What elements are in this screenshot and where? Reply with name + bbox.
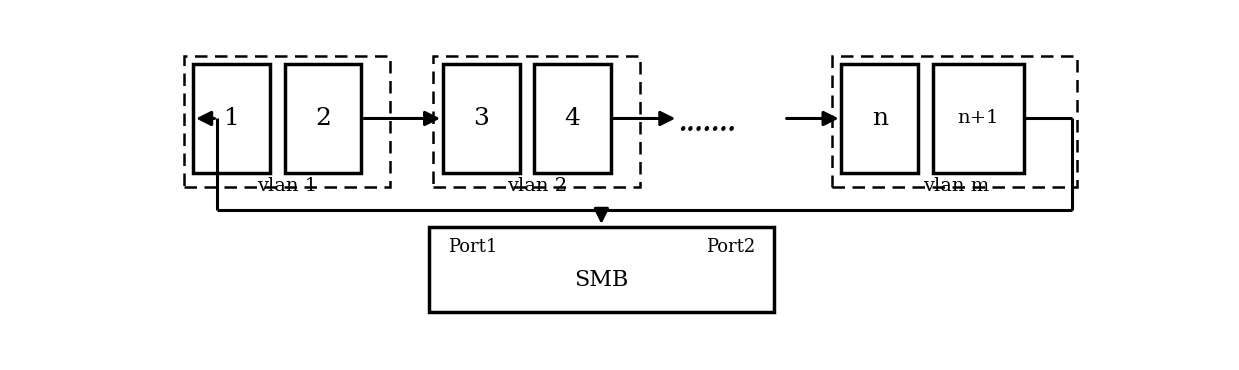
- Text: n+1: n+1: [958, 110, 999, 128]
- Bar: [183, 56, 390, 187]
- Text: 4: 4: [565, 107, 581, 130]
- Text: 3: 3: [473, 107, 489, 130]
- Bar: [933, 64, 1023, 172]
- Text: 2: 2: [315, 107, 331, 130]
- Bar: [831, 56, 1077, 187]
- Text: vlan m: vlan m: [923, 177, 990, 195]
- Bar: [534, 64, 611, 172]
- Bar: [434, 56, 639, 187]
- Text: .......: .......: [678, 112, 736, 136]
- Text: n: n: [872, 107, 888, 130]
- Bar: [193, 64, 270, 172]
- Bar: [841, 64, 918, 172]
- Text: vlan 1: vlan 1: [258, 177, 317, 195]
- Bar: [429, 227, 774, 312]
- Bar: [444, 64, 520, 172]
- Text: 1: 1: [224, 107, 239, 130]
- Text: Port2: Port2: [706, 238, 755, 256]
- Text: Port1: Port1: [447, 238, 497, 256]
- Text: vlan 2: vlan 2: [507, 177, 567, 195]
- Bar: [285, 64, 362, 172]
- Text: SMB: SMB: [574, 269, 628, 291]
